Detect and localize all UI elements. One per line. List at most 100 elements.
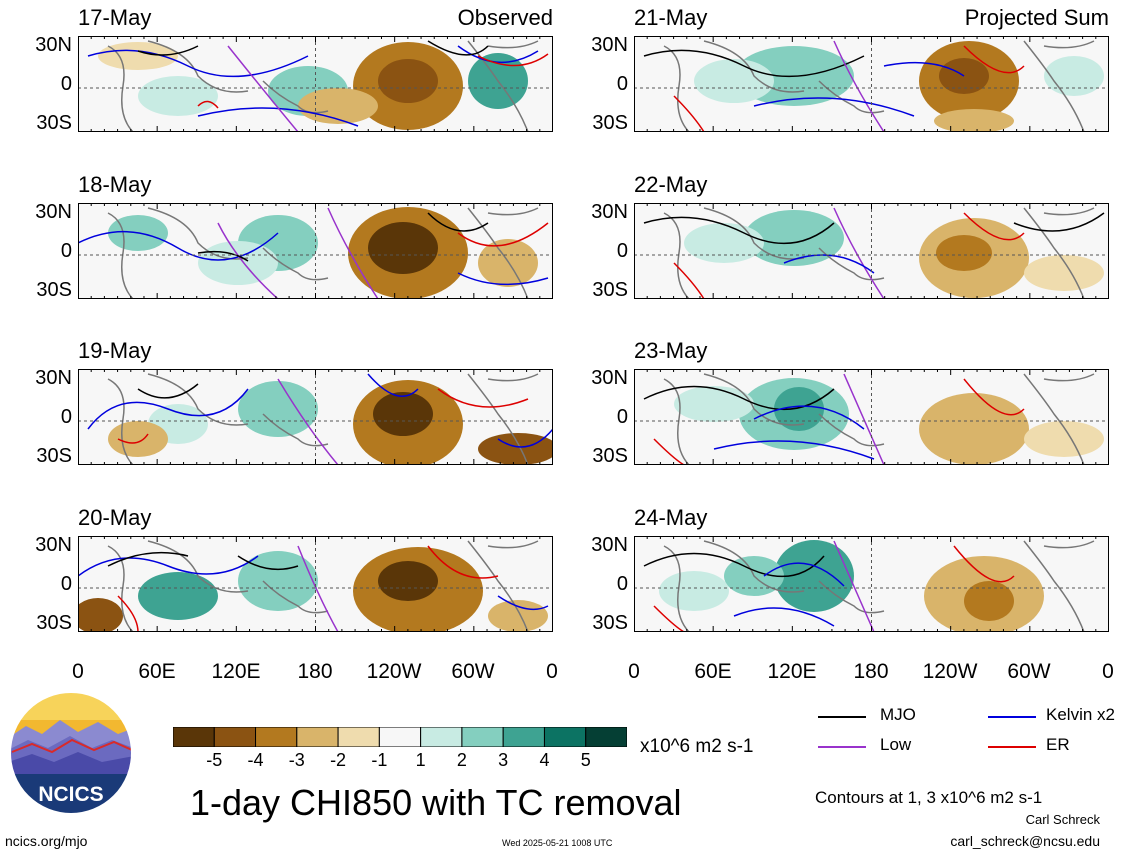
colorbar-label: -5 bbox=[206, 750, 223, 770]
y-tick: 30S bbox=[36, 112, 72, 134]
contour-line bbox=[137, 383, 199, 399]
legend-label-mjo: MJO bbox=[880, 705, 916, 724]
x-tick: 60E bbox=[694, 660, 732, 683]
x-tick: 0 bbox=[1102, 660, 1114, 683]
legend-line-mjo bbox=[818, 716, 866, 718]
colorbar-swatch bbox=[255, 727, 298, 747]
legend-line-er bbox=[988, 746, 1036, 748]
field-shading bbox=[198, 241, 278, 285]
y-tick: 0 bbox=[616, 240, 628, 262]
contour-line bbox=[783, 254, 875, 274]
field-shading bbox=[744, 210, 844, 266]
contour-line bbox=[753, 97, 915, 117]
contour-line bbox=[883, 61, 965, 77]
coastline bbox=[1043, 540, 1095, 549]
contour-line bbox=[237, 555, 299, 571]
coastline bbox=[107, 45, 134, 132]
map-panel bbox=[78, 36, 553, 132]
x-tick: 60W bbox=[451, 660, 495, 683]
y-tick: 30S bbox=[36, 445, 72, 467]
coastline bbox=[147, 540, 249, 593]
y-tick: 0 bbox=[60, 73, 72, 95]
x-tick: 120W bbox=[366, 660, 422, 683]
contour-line bbox=[437, 388, 529, 408]
contour-line bbox=[497, 428, 553, 448]
colorbar-label: 2 bbox=[456, 750, 467, 770]
contour-line bbox=[427, 212, 489, 232]
field-shading bbox=[478, 239, 538, 287]
y-tick: 30N bbox=[591, 534, 628, 556]
ncics-logo: NCICS bbox=[8, 690, 134, 816]
x-tick: 0 bbox=[628, 660, 640, 683]
coastline bbox=[1043, 40, 1095, 49]
contour-line bbox=[497, 595, 549, 611]
legend-line-kelvin bbox=[988, 716, 1036, 718]
coastline bbox=[467, 373, 529, 465]
field-shading bbox=[774, 387, 824, 431]
field-shading bbox=[368, 222, 438, 274]
map-panel bbox=[78, 369, 553, 465]
field-shading bbox=[78, 598, 123, 632]
colorbar-label: -1 bbox=[371, 750, 388, 770]
contour-line bbox=[833, 207, 885, 299]
contour-line bbox=[673, 262, 705, 299]
coastline bbox=[703, 40, 805, 93]
coastline bbox=[1023, 373, 1085, 465]
y-tick: 30S bbox=[592, 612, 628, 634]
contour-line bbox=[733, 607, 835, 627]
contour-line bbox=[843, 373, 885, 465]
x-tick: 60W bbox=[1007, 660, 1051, 683]
author: Carl Schreck bbox=[1025, 812, 1100, 827]
map-panel bbox=[634, 203, 1109, 299]
panel-date: 18-May bbox=[78, 172, 152, 197]
coastline bbox=[1023, 40, 1085, 132]
y-tick: 0 bbox=[616, 73, 628, 95]
contour-line bbox=[277, 378, 339, 465]
panel-date: 24-May bbox=[634, 505, 708, 530]
x-tick: 180 bbox=[853, 660, 889, 683]
panel-date: 17-May bbox=[78, 5, 152, 30]
colorbar-swatch bbox=[543, 727, 587, 747]
panel-date: 19-May bbox=[78, 338, 152, 363]
legend-label-low: Low bbox=[880, 735, 912, 754]
coastline bbox=[1023, 540, 1085, 632]
contour-line bbox=[643, 216, 835, 245]
map-panel bbox=[634, 369, 1109, 465]
field-shading bbox=[238, 381, 318, 437]
contour-line bbox=[477, 53, 549, 67]
x-tick: 120W bbox=[922, 660, 978, 683]
legend-label-er: ER bbox=[1046, 735, 1070, 754]
contour-line bbox=[1013, 212, 1105, 232]
contour-line bbox=[217, 222, 279, 299]
field-shading bbox=[694, 59, 774, 103]
field-shading bbox=[378, 59, 438, 103]
contour-line bbox=[197, 100, 219, 109]
contour-line bbox=[643, 385, 835, 411]
y-tick: 0 bbox=[60, 573, 72, 595]
website-link[interactable]: ncics.org/mjo bbox=[5, 833, 88, 849]
coastline bbox=[107, 212, 134, 299]
contour-line bbox=[137, 45, 199, 56]
coastline bbox=[1043, 373, 1095, 382]
field-shading bbox=[684, 223, 764, 263]
colorbar-label: 3 bbox=[498, 750, 509, 770]
y-tick: 30N bbox=[591, 367, 628, 389]
contour-line bbox=[327, 207, 379, 299]
coastline bbox=[818, 580, 885, 614]
y-tick: 0 bbox=[60, 240, 72, 262]
timestamp: Wed 2025-05-21 1008 UTC bbox=[502, 838, 613, 848]
map-panel bbox=[634, 536, 1109, 632]
field-shading bbox=[964, 581, 1014, 621]
contour-line bbox=[87, 49, 309, 78]
panel-date: 23-May bbox=[634, 338, 708, 363]
coastline bbox=[262, 247, 329, 281]
coastline bbox=[487, 207, 539, 216]
coastline bbox=[467, 540, 529, 632]
field-shading bbox=[919, 393, 1029, 465]
coastline bbox=[262, 80, 329, 114]
contour-line bbox=[197, 250, 249, 262]
legend-line-low bbox=[818, 746, 866, 748]
field-shading bbox=[478, 433, 553, 465]
field-shading bbox=[1024, 421, 1104, 457]
colorbar-label: 1 bbox=[415, 750, 426, 770]
